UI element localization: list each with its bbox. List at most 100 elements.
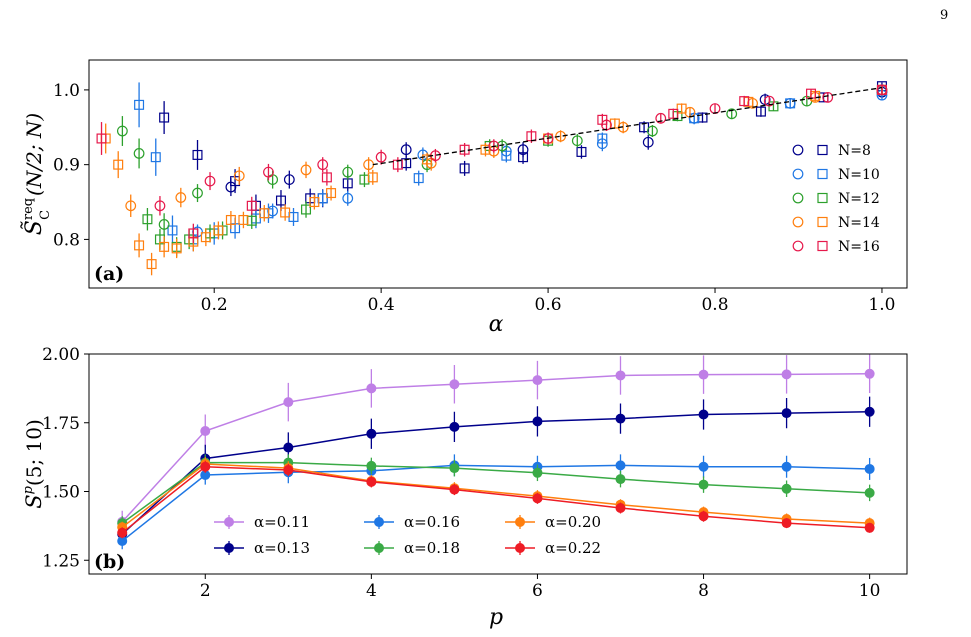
circle-marker	[317, 159, 329, 171]
data-point	[615, 460, 626, 471]
square-marker	[676, 103, 687, 114]
circle-marker	[596, 138, 608, 150]
data-point	[864, 463, 875, 474]
circle-marker	[342, 192, 354, 204]
y-axis-label: S̃req C (N/2; N)	[21, 113, 53, 235]
square-marker	[321, 172, 332, 183]
panel-label: (a)	[94, 263, 124, 285]
data-point	[117, 536, 128, 546]
legend-label: N=16	[838, 239, 880, 255]
data-point	[117, 527, 128, 538]
square-marker	[159, 241, 170, 252]
square-marker	[739, 96, 750, 107]
square-marker	[192, 149, 203, 160]
fit-line	[372, 87, 883, 166]
circle-marker	[763, 95, 775, 107]
square-marker	[459, 163, 470, 174]
y-tick-label: 2.00	[42, 345, 80, 365]
square-marker	[301, 204, 312, 215]
data-point	[283, 465, 294, 476]
legend-circle-marker	[792, 168, 804, 180]
legend-marker	[374, 517, 384, 527]
y-axis-label-symbol: S̃	[21, 220, 47, 235]
x-tick-label: 0.8	[701, 295, 728, 315]
legend-square-marker	[817, 192, 828, 204]
square-marker	[225, 214, 236, 225]
y-tick-label: 1.50	[42, 483, 80, 503]
square-marker	[413, 173, 424, 184]
legend-marker	[374, 543, 384, 553]
legend-marker	[224, 517, 234, 527]
legend-square-marker	[817, 168, 828, 180]
y-tick-label: 1.75	[42, 414, 80, 434]
data-point	[200, 461, 211, 472]
y-axis-label: Sp(5; 10)	[21, 419, 46, 509]
circle-marker	[876, 84, 888, 96]
circle-marker	[496, 140, 508, 152]
y-tick-label: 0.9	[53, 156, 80, 176]
y-axis-label-subscript: C	[38, 210, 53, 220]
legend-circle-marker	[792, 240, 804, 252]
data-point	[698, 461, 709, 472]
circle-marker	[555, 130, 567, 142]
x-tick-label: 6	[532, 581, 543, 601]
circle-marker	[517, 144, 529, 156]
square-marker	[213, 225, 224, 236]
data-point	[449, 421, 460, 432]
data-point	[615, 413, 626, 424]
circle-marker	[175, 192, 187, 203]
square-marker	[150, 152, 161, 163]
plot-frame	[88, 353, 908, 575]
legend-square-marker	[817, 240, 828, 252]
circle-marker	[300, 164, 312, 176]
x-tick-label: 10	[859, 581, 881, 601]
data-point	[532, 416, 543, 427]
square-marker	[96, 133, 107, 144]
square-marker	[668, 108, 679, 119]
data-point	[283, 442, 294, 453]
data-point	[864, 522, 875, 533]
x-tick-label: 4	[366, 581, 377, 601]
legend-label: α=0.20	[545, 513, 601, 531]
square-marker	[188, 228, 199, 239]
data-point	[781, 483, 792, 494]
y-tick-label: 1.0	[53, 81, 80, 101]
circle-marker	[822, 91, 834, 103]
circle-marker	[154, 200, 166, 212]
x-tick-label: 0.4	[368, 295, 395, 315]
y-axis-label-superscript: req	[21, 198, 36, 220]
circle-marker	[571, 135, 583, 147]
data-point	[864, 406, 875, 417]
y-tick-label: 0.8	[53, 230, 80, 250]
data-point	[615, 370, 626, 381]
circle-marker	[784, 97, 796, 109]
circle-marker	[647, 125, 658, 137]
y-axis-label-superscript: p	[21, 485, 36, 494]
data-point	[781, 408, 792, 419]
square-marker	[200, 232, 211, 243]
data-point	[532, 375, 543, 386]
legend-label: α=0.16	[404, 513, 460, 531]
square-marker	[246, 200, 257, 211]
square-marker	[309, 197, 320, 208]
panel-label: (b)	[94, 551, 125, 573]
square-marker	[171, 243, 182, 254]
circle-marker	[133, 148, 145, 159]
circle-marker	[125, 200, 137, 212]
legend-label: α=0.13	[254, 539, 310, 557]
circle-marker	[375, 151, 387, 163]
x-tick-label: 0.6	[535, 295, 562, 315]
circle-marker	[204, 175, 216, 187]
legend-label: α=0.11	[254, 513, 310, 531]
square-marker	[576, 146, 587, 157]
legend-marker	[224, 543, 234, 553]
circle-marker	[116, 125, 128, 137]
x-tick-label: 0.2	[201, 295, 228, 315]
x-axis-label: p	[489, 605, 503, 630]
series-line	[121, 463, 870, 528]
x-tick-label: 2	[200, 581, 211, 601]
circle-marker	[747, 97, 758, 109]
circle-marker	[267, 205, 279, 217]
circle-marker	[233, 170, 245, 182]
